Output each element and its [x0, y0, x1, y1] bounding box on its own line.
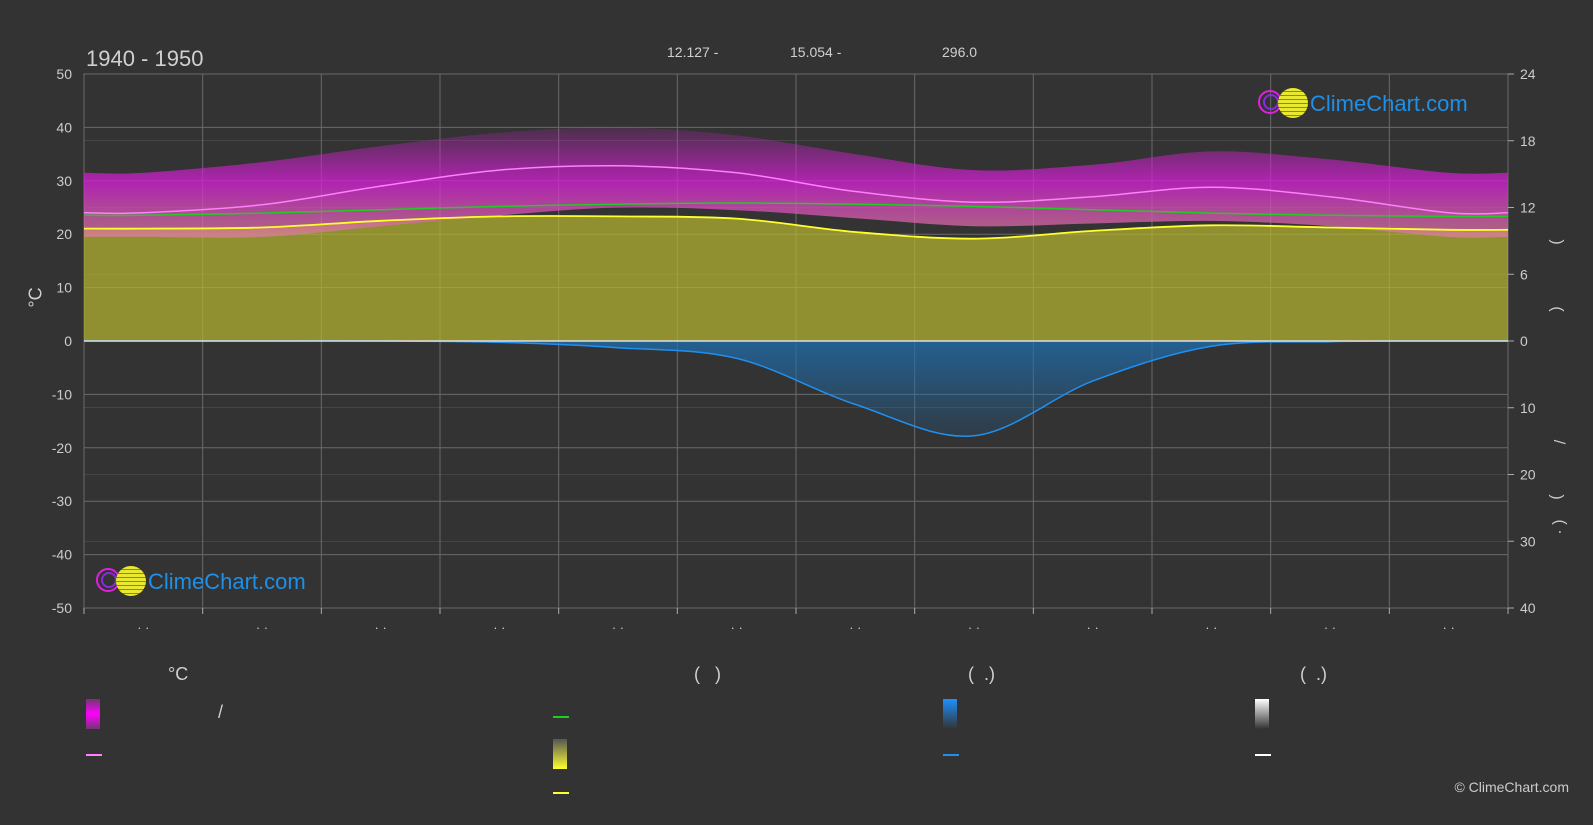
x-tick-label: · ·: [968, 620, 980, 635]
right-bottom-tick-label: 30: [1520, 533, 1536, 549]
x-tick-label: · ·: [1443, 620, 1455, 635]
temp-mean-line: [83, 164, 1509, 215]
right-bottom-tick-label: 40: [1520, 600, 1536, 616]
left-axis-label: °C: [25, 287, 46, 308]
x-tick-label: · ·: [493, 620, 505, 635]
logo-icon: [96, 566, 146, 598]
x-tick-label: · ·: [731, 620, 743, 635]
left-tick-label: -30: [52, 493, 72, 509]
left-tick-label: 50: [56, 66, 72, 82]
latitude-value: 12.127 -: [667, 44, 719, 60]
left-tick-label: 10: [56, 280, 72, 296]
legend-daylight-swatch: [553, 716, 569, 718]
left-tick-label: -40: [52, 547, 72, 563]
x-tick-label: · ·: [1205, 620, 1217, 635]
legend-temp-slash: /: [218, 702, 224, 722]
legend-precip-header: ( .): [968, 664, 995, 684]
legend-temp-mean-swatch: [86, 754, 102, 756]
precip-band: [84, 340, 1508, 437]
legend-sunshine-mean-swatch: [553, 792, 569, 794]
legend-temp-header: °C: [168, 664, 189, 684]
right-top-tick-label: 0: [1520, 333, 1528, 349]
period-title: 1940 - 1950: [86, 46, 204, 71]
left-tick-label: 0: [64, 333, 72, 349]
x-tick-label: · ·: [1087, 620, 1099, 635]
axes-layer: 50 40 30 20 10 0 -10 -20 -30 -40 -50 24 18 12 6 0 10 20 30…: [52, 66, 1536, 635]
elevation-value: 296.0: [942, 44, 978, 60]
x-tick-label: · ·: [256, 620, 268, 635]
left-tick-label: 20: [56, 226, 72, 242]
legend-precip-swatch: [943, 699, 957, 729]
logo-text: ClimeChart.com: [1310, 91, 1468, 116]
right-top-tick-label: 24: [1520, 66, 1536, 82]
logo-bottom[interactable]: ClimeChart.com: [96, 566, 306, 598]
sunshine-line: [83, 215, 1509, 240]
right-axis-paren: ): [1548, 239, 1566, 245]
sunshine-band: [84, 215, 1508, 341]
legend-snow-mean-swatch: [1255, 754, 1271, 756]
x-tick-label: · ·: [375, 620, 387, 635]
daylight-line: [83, 202, 1509, 218]
right-axis-paren: ( ·: [1551, 519, 1569, 535]
x-tick-label: · ·: [849, 620, 861, 635]
left-tick-label: -20: [52, 440, 72, 456]
x-tick-label: · ·: [1324, 620, 1336, 635]
right-axis-paren: (: [1548, 306, 1566, 312]
right-top-tick-label: 6: [1520, 266, 1528, 282]
right-bottom-tick-label: 10: [1520, 400, 1536, 416]
right-top-tick-label: 12: [1520, 200, 1536, 216]
legend-sun-header: ( ): [694, 664, 721, 684]
left-tick-label: -10: [52, 386, 72, 402]
left-tick-label: 40: [56, 119, 72, 135]
right-axis-slash: /: [1550, 439, 1568, 445]
x-tick-label: · ·: [612, 620, 624, 635]
right-top-tick-label: 18: [1520, 133, 1536, 149]
legend-precip-mean-swatch: [943, 754, 959, 756]
legend-sunshine-swatch: [553, 739, 567, 769]
legend-snow-header: ( .): [1300, 664, 1327, 684]
logo-top[interactable]: ClimeChart.com: [1258, 88, 1468, 120]
left-tick-label: 30: [56, 173, 72, 189]
left-tick-label: -50: [52, 600, 72, 616]
logo-text: ClimeChart.com: [148, 569, 306, 594]
series-layer: [83, 127, 1509, 437]
right-axis-paren: ): [1548, 494, 1566, 500]
x-tick-label: · ·: [137, 620, 149, 635]
copyright: © ClimeChart.com: [1454, 779, 1569, 795]
logo-icon: [1258, 88, 1308, 120]
longitude-value: 15.054 -: [790, 44, 842, 60]
right-bottom-tick-label: 20: [1520, 467, 1536, 483]
legend-temp-range-swatch: [86, 699, 100, 729]
legend-snow-swatch: [1255, 699, 1269, 729]
